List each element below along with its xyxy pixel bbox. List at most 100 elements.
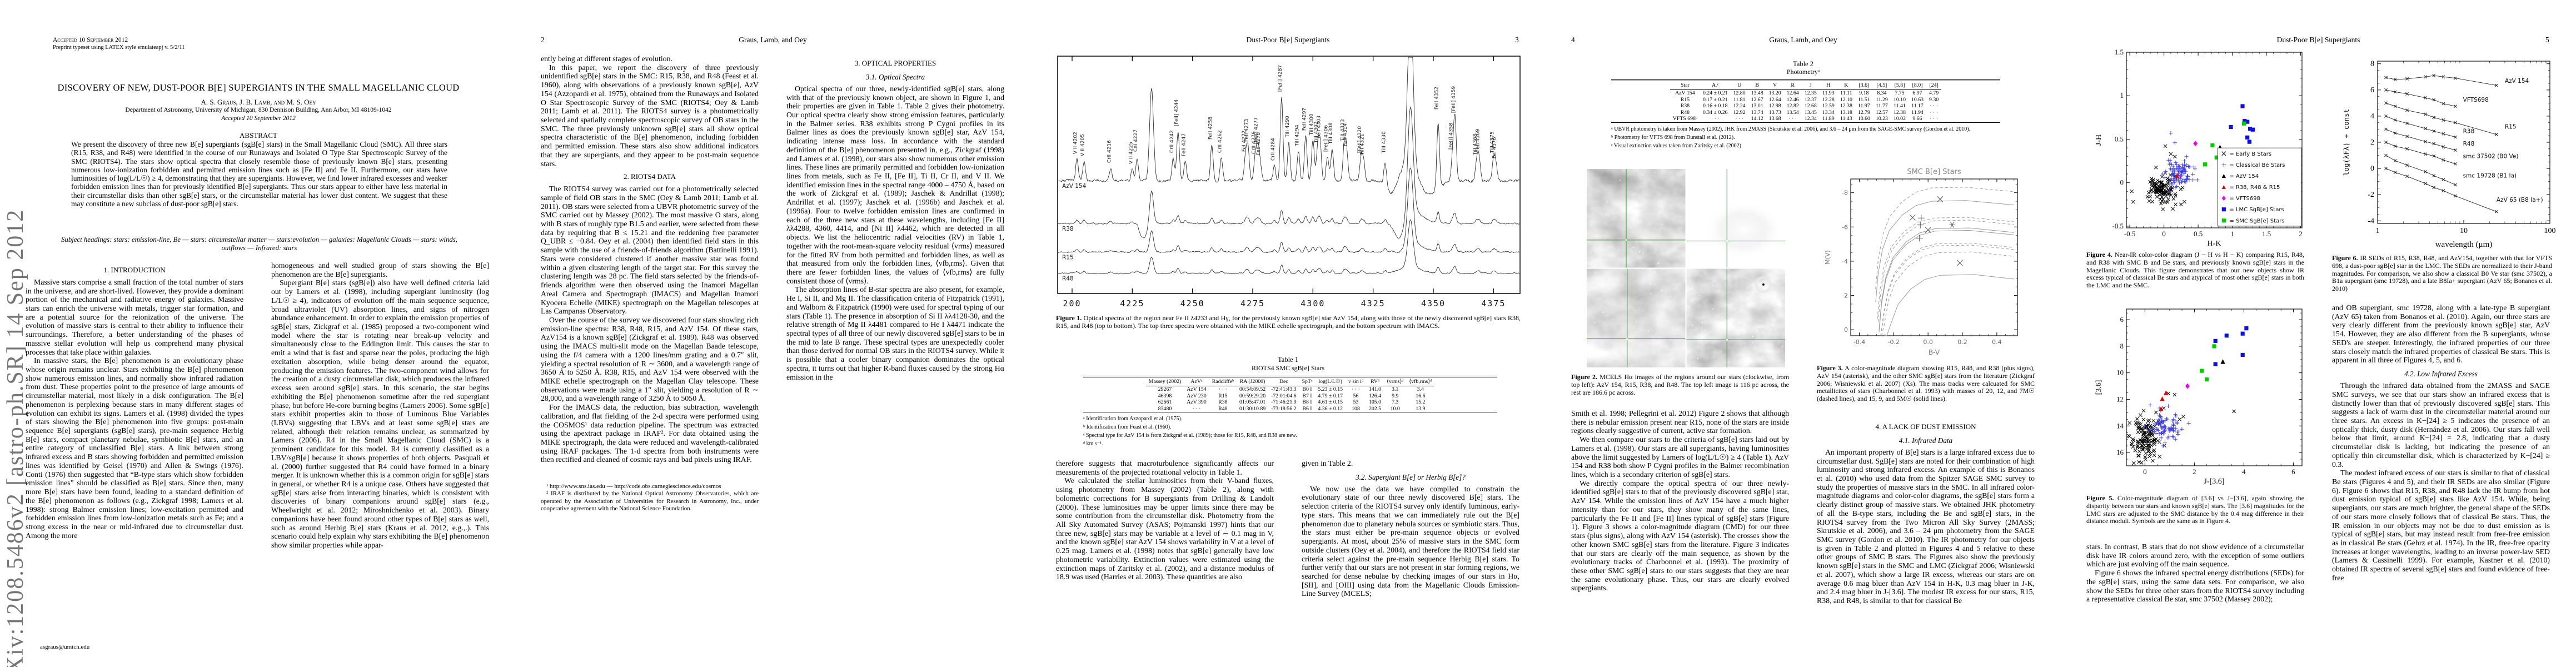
svg-text:FeII 4278: FeII 4278: [1256, 132, 1262, 156]
figure2-mcels-images: [1587, 169, 1785, 367]
table-header-cell: Aᵥᶜ: [1700, 81, 1731, 90]
svg-text:10: 10: [2116, 369, 2124, 377]
table-cell: 0.34 ± 0.26: [1702, 109, 1728, 116]
footnote: ¹ http://www.sns.ias.edu — http://code.o…: [546, 483, 721, 490]
table-cell: 12.28: [1822, 96, 1835, 103]
page3-left-column: therefore suggests that macroturbulence …: [1056, 459, 1274, 616]
svg-text:R38: R38: [1062, 226, 1074, 232]
table-cell: · · ·: [1930, 103, 1938, 109]
svg-text:FeII 4297: FeII 4297: [1302, 108, 1307, 131]
table-cell: 10.63: [1911, 96, 1924, 103]
table-cell: 105.0: [1369, 399, 1382, 406]
svg-text:FeI 4376: FeI 4376: [1492, 137, 1498, 158]
table-cell: 13.01: [1751, 103, 1763, 109]
paragraph: For the IMACS data, the reduction, bias …: [541, 403, 759, 464]
page-3: Dust-Poor B[e] Supergiants 3 200 4225 4250…: [1030, 0, 1546, 667]
figure6-caption-lead: Figure 6.: [2332, 254, 2358, 262]
svg-text:2: 2: [2370, 138, 2374, 147]
svg-text:TiII 4321: TiII 4321: [1359, 133, 1365, 156]
svg-text:0.2: 0.2: [1957, 339, 1967, 346]
svg-text:AzV 154: AzV 154: [2505, 78, 2529, 84]
svg-text:8: 8: [2370, 60, 2374, 68]
svg-text:4: 4: [2242, 467, 2246, 476]
figure1-caption: Figure 1. Optical spectra of the region …: [1056, 314, 1521, 330]
table-cell: -72:41:43.3: [1271, 386, 1297, 392]
svg-text:H-K: H-K: [2208, 240, 2221, 248]
svg-text:TiII 4290: TiII 4290: [1285, 116, 1291, 138]
svg-text:8: 8: [2120, 342, 2124, 350]
table-header-cell: Star: [1670, 81, 1700, 90]
table-cell: 29267: [1158, 386, 1172, 392]
paragraph: and OB supergiant, smc 19728, along with…: [2332, 303, 2550, 365]
svg-text:4225: 4225: [1120, 298, 1144, 308]
figure5-caption: Figure 5. Color-magnitude diagram of [3.…: [2086, 494, 2304, 525]
table-header-cell: [4.5]: [1872, 81, 1891, 90]
table-cell: · · ·: [1219, 386, 1227, 392]
table-cell: 9.9: [1392, 392, 1399, 399]
table-cell: 12.98: [1768, 103, 1781, 109]
running-head: Dust-Poor B[e] Supergiants: [1246, 36, 1330, 44]
table-header-cell: Massey (2002): [1145, 377, 1184, 386]
email-footnote: asgraus@umich.edu: [40, 644, 90, 650]
svg-text:FeII 4369: FeII 4369: [1475, 129, 1481, 152]
table-cell: 13.68: [1768, 116, 1781, 122]
svg-text:CaI 4227: CaI 4227: [1133, 130, 1139, 152]
svg-text:TiII 4294: TiII 4294: [1294, 125, 1300, 147]
page-2: 2 Graus, Lamb, and Oey ently being at di…: [515, 0, 1030, 667]
table-cell: 12.10: [1840, 96, 1852, 103]
table-cell: 9.18: [1859, 90, 1869, 96]
svg-text:10: 10: [2460, 227, 2468, 235]
svg-text:2: 2: [2299, 230, 2303, 238]
svg-text:-4: -4: [2368, 217, 2374, 225]
svg-text:-2: -2: [1842, 292, 1848, 300]
svg-text:1.5: 1.5: [2262, 230, 2271, 238]
table1-footnotes: ᵃ Identification from Azzopardi et al. (…: [1083, 415, 1497, 448]
table-row: 46398 AzV 230 R15 00:59:29.20 -72:01:04.6 B7 …: [1146, 393, 1435, 400]
table-cell: 83480: [1158, 405, 1172, 412]
svg-text:[FeII] 4287: [FeII] 4287: [1278, 65, 1283, 92]
table-row: R38 0.16 ± 0.18 12.24 13.01 12.98 12.82 12.68 1…: [1670, 103, 1941, 109]
subsection-heading: 3.1. Optical Spectra: [865, 72, 925, 81]
table-cell: · · ·: [1192, 405, 1201, 412]
svg-text:B-V: B-V: [1929, 349, 1940, 356]
table1-title: Table 1: [1278, 356, 1298, 364]
table-cell: 13.54: [1786, 109, 1799, 116]
table-cell: · · ·: [1711, 116, 1720, 122]
paragraph: Figure 6 shows the infrared spectral ene…: [2086, 569, 2304, 604]
table-header-cell: V: [1766, 81, 1784, 90]
table-cell: -73:18:56.2: [1271, 405, 1297, 412]
figure5-cmd-chart: 0 2 4 6 6 8 10 12 14 16 J-[3.6] [3.6]: [2095, 308, 2303, 486]
abstract: We present the discovery of three new B[…: [71, 140, 447, 208]
page-number: 5: [2545, 36, 2549, 44]
svg-text:smc 19728 (B1 Ia): smc 19728 (B1 Ia): [2463, 173, 2517, 180]
svg-text:TiII 4375: TiII 4375: [1489, 131, 1495, 153]
table-cell: R38: [1680, 103, 1690, 109]
svg-text:4275: 4275: [1240, 298, 1265, 308]
svg-text:0: 0: [1844, 326, 1848, 334]
svg-text:[FeII] 4306: [FeII] 4306: [1323, 125, 1329, 152]
svg-text:FeII 4258: FeII 4258: [1208, 117, 1213, 140]
svg-text:[FeII] 4244: [FeII] 4244: [1174, 99, 1180, 127]
page5-right-column: and OB supergiant, smc 19728, along with…: [2332, 303, 2550, 647]
table2-title: Table 2: [1793, 60, 1813, 68]
table-cell: 4.79 ± 0.17: [1318, 392, 1343, 399]
svg-text:0: 0: [2143, 467, 2147, 476]
svg-text:1: 1: [2230, 230, 2234, 238]
svg-text:= Classical Be Stars: = Classical Be Stars: [2229, 162, 2285, 168]
table-cell: 11.94: [1911, 109, 1924, 116]
table-cell: 11.41: [1894, 103, 1906, 109]
table-cell: 9.66: [1912, 116, 1922, 122]
page-1: arXiv:1208.5486v2 [astro-ph.SR] 14 Sep 2…: [0, 0, 515, 667]
table-header-cell: [3.6]: [1855, 81, 1873, 90]
table-header-cell: U: [1730, 81, 1748, 90]
table-cell: 11.11: [1840, 90, 1852, 96]
paragraph: We then compare our stars to the criteri…: [1571, 435, 1789, 479]
page-5: Dust-Poor B[e] Supergiants 5 -0.5 0 0.5 1 1.…: [2061, 0, 2576, 667]
table-cell: 11.29: [1876, 96, 1888, 103]
table-cell: · · ·: [1930, 109, 1938, 116]
table-cell: B7 I: [1302, 392, 1312, 399]
svg-text:AzV 154: AzV 154: [1062, 183, 1087, 190]
table-cell: 13.18: [1840, 109, 1852, 116]
table-footnote: ᵈ km s⁻¹.: [1083, 441, 1103, 447]
table2: Star Aᵥᶜ U B V R J H K [3.6] [4.5] [5.8] [8.0] [24] Az…: [1611, 79, 2000, 150]
